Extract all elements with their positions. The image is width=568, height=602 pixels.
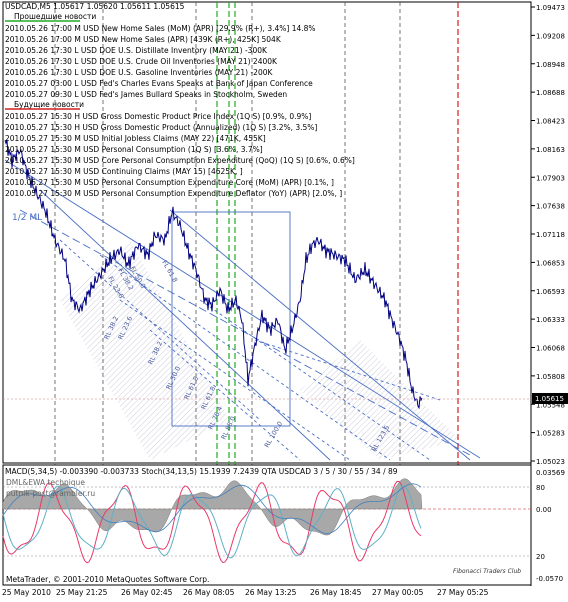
- price-axis-label: 1.09473: [536, 4, 565, 12]
- stochastic-signal-line: [2, 485, 422, 559]
- news-item: 2010.05.27 03:00 L USD Fed's Charles Eva…: [5, 79, 313, 88]
- news-item: 2010.05.27 15:30 M USD Personal Consumpt…: [5, 178, 334, 187]
- current-price-tag: [532, 393, 568, 404]
- price-axis-label: 1.05283: [536, 430, 565, 438]
- half-ml-label: 1/2 ML: [12, 213, 42, 223]
- copyright-text: MetaTrader, © 2001-2010 MetaQuotes Softw…: [6, 575, 209, 584]
- price-axis-label: 1.06333: [536, 316, 565, 324]
- fib-line: [59, 239, 261, 421]
- future-news-list: 2010.05.27 15:30 H USD Gross Domestic Pr…: [5, 112, 355, 198]
- news-item: 2010.05.27 15:30 H USD Gross Domestic Pr…: [5, 123, 317, 132]
- indicator-axis-label: 0.00: [536, 506, 552, 514]
- indicator-axis-label: -0.0570: [536, 575, 563, 583]
- price-axis-label: 1.08688: [536, 89, 565, 97]
- time-label: 25 May 2010: [2, 588, 51, 597]
- price-axis-label: 1.08423: [536, 118, 565, 126]
- news-item: 2010.05.26 17:30 L USD DOE U.S. Crude Oi…: [5, 57, 278, 66]
- price-axis-label: 1.09208: [536, 32, 565, 40]
- main-chart-frame: [2, 1, 532, 464]
- indicator-axis-label: 20: [536, 553, 545, 561]
- club-label: Fibonacci Traders Club: [453, 568, 521, 575]
- pitchfork-lower: [39, 189, 331, 461]
- price-axis-label: 1.07638: [536, 203, 565, 211]
- news-item: 2010.05.27 15:30 M USD Core Personal Con…: [5, 156, 355, 165]
- news-item: 2010.05.27 15:30 M USD Continuing Claims…: [5, 167, 243, 176]
- price-axis-label: 1.05023: [536, 458, 565, 466]
- current-price-value: 1.05615: [535, 395, 564, 403]
- price-axis-label: 1.08948: [536, 61, 565, 69]
- price-axis-label: 1.05548: [536, 401, 565, 409]
- news-item: 2010.05.26 17:30 L USD DOE U.S. Gasoline…: [5, 68, 273, 77]
- fib-line: [119, 299, 351, 461]
- price-axis-label: 1.06068: [536, 345, 565, 353]
- news-item: 2010.05.26 17:00 M USD New Home Sales (M…: [5, 24, 316, 33]
- price-axis-label: 1.08163: [536, 146, 565, 154]
- time-label: 27 May 00:05: [372, 588, 424, 597]
- fib-box: [171, 211, 291, 427]
- time-label: 27 May 05:25: [437, 588, 489, 597]
- price-axis-label: 1.05808: [536, 373, 565, 381]
- andrews-pitchfork: [4, 159, 481, 461]
- indicator-frame: [2, 464, 532, 586]
- past-news-list: 2010.05.26 17:00 M USD New Home Sales (M…: [5, 24, 316, 99]
- time-label: 26 May 08:05: [183, 588, 235, 597]
- indicator-axis-label: 80: [536, 484, 545, 492]
- half-ml-line: [19, 209, 471, 456]
- indicator-axis: 0.03569 80 0.00 20 -0.0570: [536, 469, 565, 583]
- news-item: 2010.05.27 15:30 M USD Personal Consumpt…: [5, 145, 263, 154]
- price-axis-label: 1.06853: [536, 259, 565, 267]
- time-label: 26 May 13:25: [245, 588, 297, 597]
- news-item: 2010.05.27 15:30 H USD Gross Domestic Pr…: [5, 112, 311, 121]
- time-label: 26 May 18:45: [310, 588, 362, 597]
- fib-line: [99, 254, 391, 461]
- time-axis: 25 May 2010 25 May 21:25 26 May 02:45 26…: [2, 588, 489, 597]
- news-item: 2010.05.27 15:30 M USD Personal Consumpt…: [5, 189, 342, 198]
- symbol-header: USDCAD,M5 1.05617 1.05620 1.05611 1.0561…: [5, 2, 185, 11]
- price-axis-label: 1.07903: [536, 174, 565, 182]
- fib-zone-1: [60, 240, 230, 460]
- price-series: [4, 139, 423, 410]
- time-label: 26 May 02:45: [121, 588, 173, 597]
- price-axis: 1.09473 1.09208 1.08948 1.08688 1.08423 1.081…: [530, 2, 568, 586]
- price-axis-label: 1.06593: [536, 288, 565, 296]
- price-axis-label: 1.07118: [536, 231, 565, 239]
- watermark-technique: DML&EWA technique: [6, 478, 85, 487]
- future-news-title: Будущие новости: [14, 100, 84, 109]
- news-item: 2010.05.27 09:30 L USD Fed's James Bulla…: [5, 90, 287, 99]
- indicator-axis-label: 0.03569: [536, 469, 565, 477]
- stochastic-main-line: [2, 480, 422, 564]
- news-item: 2010.05.26 17:00 M USD New Home Sales (A…: [5, 35, 282, 44]
- past-news-title: Прошедшие новости: [14, 12, 96, 21]
- watermark-email: putnik-post@rambler.ru: [6, 489, 95, 498]
- macd-signal-line: [2, 483, 422, 535]
- pitchfork-median: [4, 159, 481, 459]
- news-item: 2010.05.27 15:30 M USD Initial Jobless C…: [5, 134, 266, 143]
- pitchfork-upper: [169, 209, 471, 461]
- indicator-title: MACD(5,34,5) -0.003390 -0.003733 Stoch(3…: [5, 467, 398, 476]
- news-item: 2010.05.26 17:30 L USD DOE U.S. Distilla…: [5, 46, 268, 55]
- time-label: 25 May 21:25: [56, 588, 108, 597]
- fib-line: [199, 299, 431, 461]
